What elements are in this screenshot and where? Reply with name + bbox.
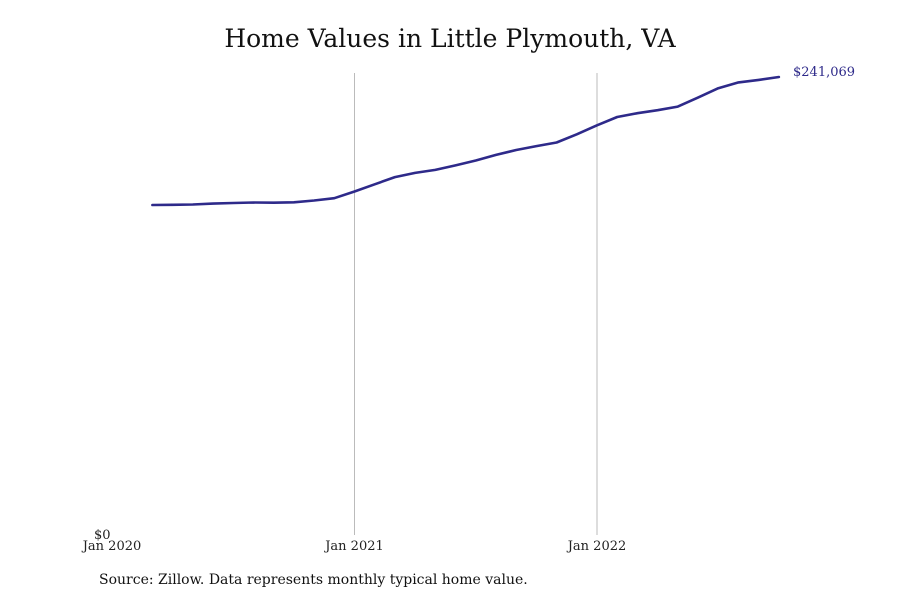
x-tick-label: Jan 2021 xyxy=(323,539,384,554)
data-point xyxy=(433,168,437,172)
data-point xyxy=(555,141,559,145)
data-point xyxy=(514,148,518,152)
home-value-line xyxy=(151,75,781,207)
data-point xyxy=(312,199,316,203)
data-point xyxy=(757,78,761,82)
data-point xyxy=(211,202,215,206)
end-value-label: $241,069 xyxy=(793,65,855,80)
data-point xyxy=(615,115,619,119)
data-point xyxy=(474,159,478,163)
data-point xyxy=(676,105,680,109)
data-point xyxy=(575,132,579,136)
gridlines xyxy=(354,73,598,535)
data-point xyxy=(353,190,357,194)
x-tick-label: Jan 2022 xyxy=(566,539,627,554)
series-layer: $241,069 xyxy=(150,65,855,207)
data-point xyxy=(595,123,599,127)
data-point xyxy=(696,96,700,100)
data-point xyxy=(737,80,741,84)
source-note: Source: Zillow. Data represents monthly … xyxy=(99,572,528,588)
data-point xyxy=(413,171,417,175)
chart-title: Home Values in Little Plymouth, VA xyxy=(224,24,676,53)
data-point xyxy=(252,201,256,205)
data-point xyxy=(373,182,377,186)
data-point xyxy=(454,163,458,167)
data-point xyxy=(332,196,336,200)
data-point xyxy=(716,86,720,90)
data-point xyxy=(656,108,660,112)
data-point xyxy=(494,153,498,157)
data-point xyxy=(171,203,175,207)
axis-labels: Jan 2020 Jan 2021 Jan 2022 $0 xyxy=(81,528,627,554)
y-tick-label: $0 xyxy=(94,528,111,543)
data-point xyxy=(635,111,639,115)
data-point xyxy=(292,200,296,204)
x-tick-label: Jan 2020 xyxy=(81,539,142,554)
data-point xyxy=(393,175,397,179)
data-point xyxy=(191,203,195,207)
data-point xyxy=(777,75,781,79)
data-point xyxy=(150,203,154,207)
data-point xyxy=(272,201,276,205)
data-point xyxy=(534,144,538,148)
data-point xyxy=(231,201,235,205)
